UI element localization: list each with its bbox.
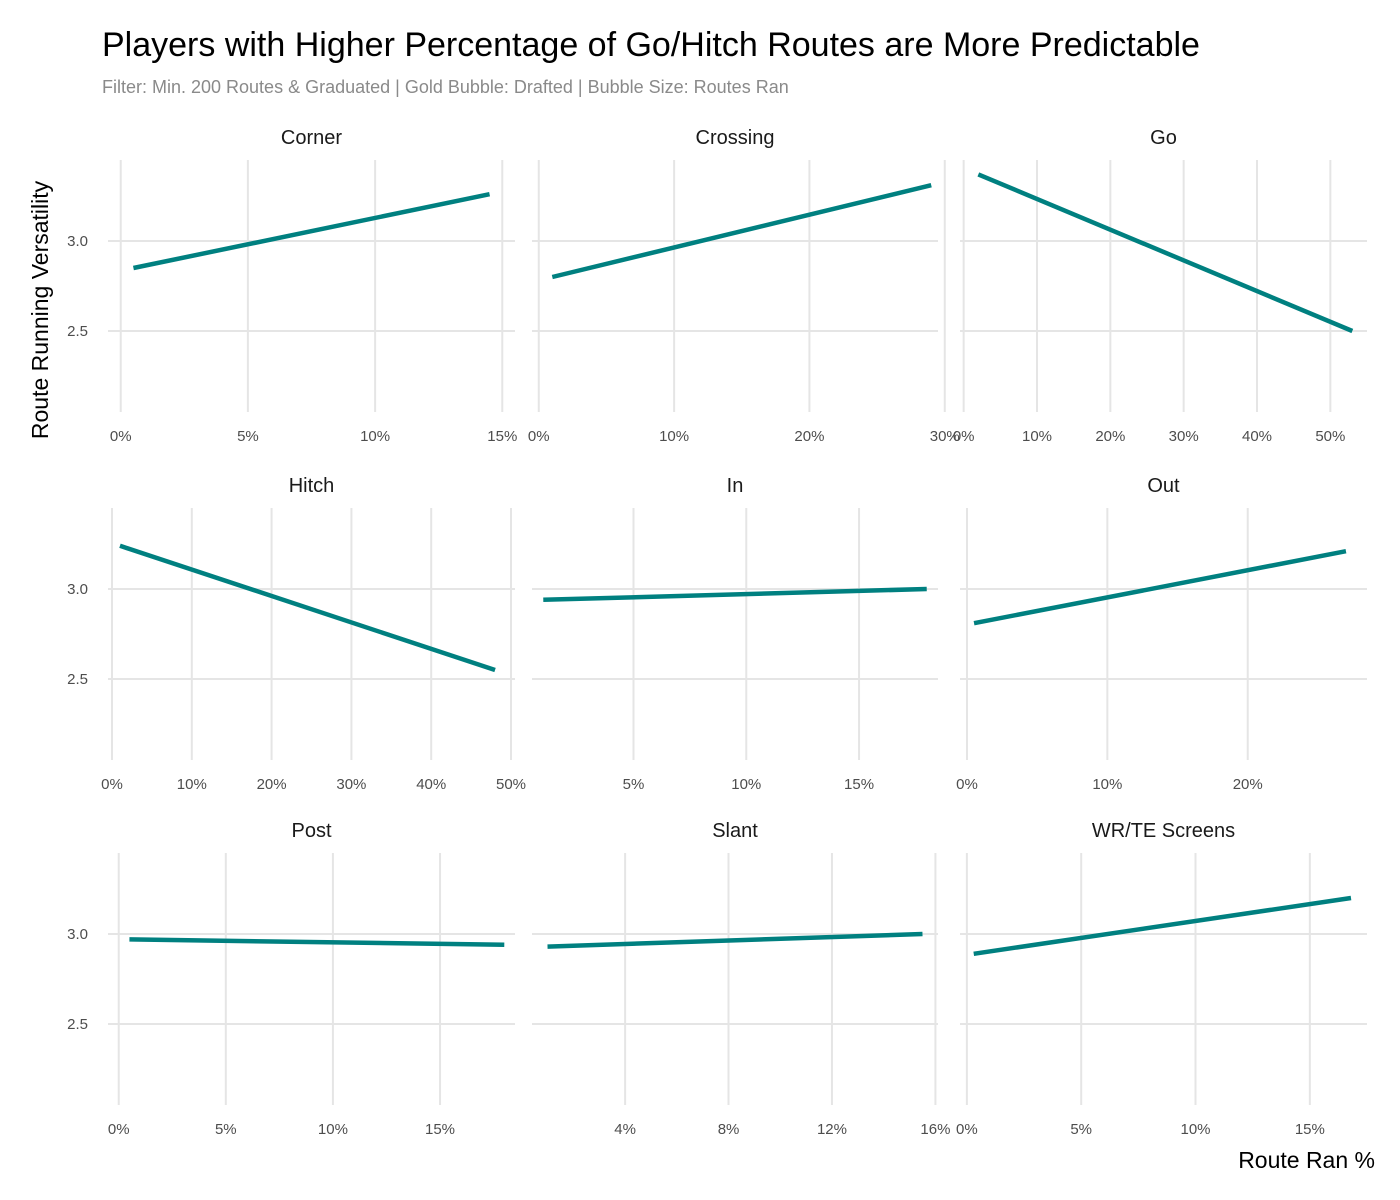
facet-label: Corner <box>281 127 342 149</box>
x-tick-label: 0% <box>101 776 123 793</box>
x-tick-label: 10% <box>731 776 761 793</box>
y-tick-label: 2.5 <box>67 323 88 340</box>
y-tick-label: 3.0 <box>67 581 88 598</box>
x-tick-label: 0% <box>110 428 132 445</box>
panel-hitch: Hitch 0% 10% 20% 30% 40% 50% 2.5 3.0 <box>67 475 526 793</box>
x-tick-label: 0% <box>956 776 978 793</box>
trend-line <box>543 586 927 603</box>
panel-slant: Slant 4% 8% 12% 16% <box>532 820 950 1138</box>
y-tick-label: 3.0 <box>67 233 88 250</box>
x-tick-label: 0% <box>956 1121 978 1138</box>
x-tick-label: 10% <box>1022 428 1052 445</box>
panel-go: Go 0% 10% 20% 30% 40% 50% <box>953 127 1367 445</box>
x-tick-label: 50% <box>1315 428 1345 445</box>
x-tick-label: 0% <box>528 428 550 445</box>
facet-label: Crossing <box>696 127 775 149</box>
x-tick-label: 15% <box>844 776 874 793</box>
y-tick-label: 3.0 <box>67 926 88 943</box>
facet-label: WR/TE Screens <box>1092 820 1235 842</box>
x-tick-label: 8% <box>718 1121 740 1138</box>
x-tick-label: 20% <box>794 428 824 445</box>
x-tick-label: 20% <box>1095 428 1125 445</box>
x-tick-label: 10% <box>360 428 390 445</box>
trend-line <box>547 931 923 949</box>
trend-line <box>977 172 1354 334</box>
x-tick-label: 10% <box>318 1121 348 1138</box>
panel-out: Out 0% 10% 20% <box>956 475 1367 793</box>
trend-line <box>119 543 496 673</box>
y-axis-title: Route Running Versatility <box>27 180 53 439</box>
panel-corner: Corner 0% 5% 10% 15% 2.5 3.0 <box>67 127 517 445</box>
x-tick-label: 5% <box>1070 1121 1092 1138</box>
x-tick-label: 16% <box>920 1121 950 1138</box>
x-tick-label: 30% <box>336 776 366 793</box>
x-tick-label: 10% <box>177 776 207 793</box>
x-tick-label: 40% <box>416 776 446 793</box>
x-tick-label: 15% <box>1295 1121 1325 1138</box>
facet-label: Out <box>1147 475 1180 497</box>
chart-title: Players with Higher Percentage of Go/Hit… <box>102 26 1200 64</box>
x-tick-label: 12% <box>817 1121 847 1138</box>
y-tick-label: 2.5 <box>67 671 88 688</box>
trend-line <box>132 191 491 271</box>
x-tick-label: 20% <box>1233 776 1263 793</box>
facet-label: Hitch <box>289 475 335 497</box>
x-tick-label: 40% <box>1242 428 1272 445</box>
trend-line <box>973 895 1352 957</box>
trend-line <box>129 937 505 948</box>
panel-crossing: Crossing 0% 10% 20% 30% <box>528 127 960 445</box>
trend-line <box>551 183 932 280</box>
x-tick-label: 5% <box>623 776 645 793</box>
trend-line <box>973 548 1347 626</box>
x-tick-label: 10% <box>1092 776 1122 793</box>
x-tick-label: 15% <box>425 1121 455 1138</box>
x-tick-label: 10% <box>659 428 689 445</box>
x-axis-title: Route Ran % <box>1238 1147 1375 1173</box>
x-tick-label: 0% <box>108 1121 130 1138</box>
x-tick-label: 4% <box>614 1121 636 1138</box>
x-tick-label: 30% <box>930 428 960 445</box>
x-tick-label: 20% <box>257 776 287 793</box>
facet-label: Slant <box>712 820 758 842</box>
x-tick-label: 5% <box>237 428 259 445</box>
x-tick-label: 50% <box>496 776 526 793</box>
x-tick-label: 15% <box>487 428 517 445</box>
y-tick-label: 2.5 <box>67 1016 88 1033</box>
facet-label: In <box>727 475 744 497</box>
facet-label: Go <box>1150 127 1177 149</box>
panel-wr-te-screens: WR/TE Screens 0% 5% 10% 15% <box>956 820 1367 1138</box>
x-tick-label: 0% <box>953 428 975 445</box>
panel-in: In 5% 10% 15% <box>532 475 938 793</box>
panel-post: Post 0% 5% 10% 15% 2.5 3.0 <box>67 820 515 1138</box>
x-tick-label: 30% <box>1169 428 1199 445</box>
chart-subtitle: Filter: Min. 200 Routes & Graduated | Go… <box>102 77 789 97</box>
facet-label: Post <box>291 820 331 842</box>
x-tick-label: 5% <box>215 1121 237 1138</box>
x-tick-label: 10% <box>1180 1121 1210 1138</box>
facet-panels: Corner 0% 5% 10% 15% 2.5 3.0 Crossing 0% 10% 20% 30… <box>67 127 1367 1138</box>
